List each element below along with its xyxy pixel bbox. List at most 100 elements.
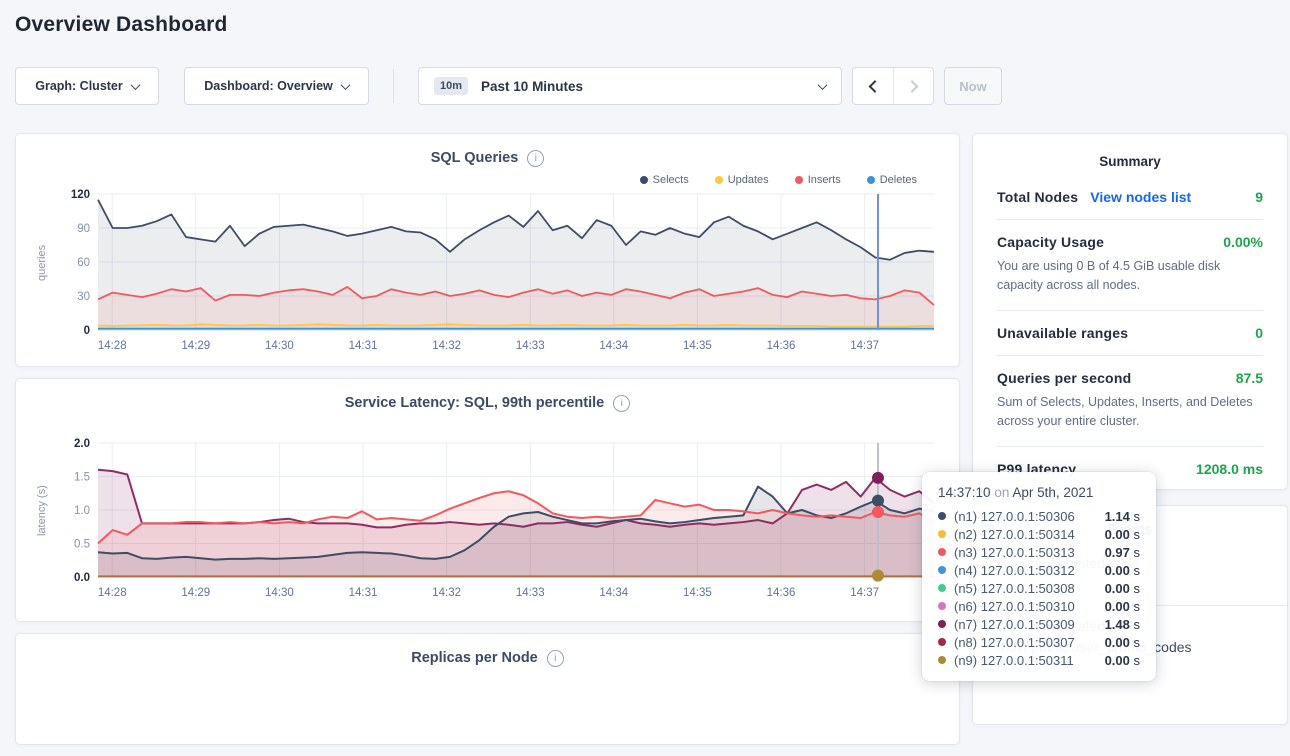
legend-item-deletes[interactable]: Deletes [866, 172, 917, 188]
series-dot-icon [938, 566, 946, 574]
tooltip-rows: (n1) 127.0.0.1:50306 1.14 s (n2) 127.0.0.1… [938, 507, 1140, 669]
tooltip-row: (n1) 127.0.0.1:50306 1.14 s [938, 507, 1140, 525]
chart-body: latency (s) 14:28 14:29 14:30 14:31 14:32 14:… [16, 437, 959, 610]
time-range-badge: 10m [434, 77, 469, 95]
chart-legend: Selects Updates Inserts Deletes [16, 168, 959, 188]
chevron-down-icon [130, 79, 141, 90]
summary-title: Summary [1099, 154, 1161, 169]
chart-header: SQL Queries i [16, 134, 959, 168]
svg-text:14:29: 14:29 [181, 587, 210, 599]
controls-bar: Graph: Cluster Dashboard: Overview 10m P… [15, 67, 1002, 105]
time-forward-button[interactable] [893, 68, 933, 104]
sql-queries-chart-card: SQL Queries i Selects Updates Inserts Delet… [15, 133, 960, 367]
tooltip-row: (n3) 127.0.0.1:50313 0.97 s [938, 543, 1140, 561]
series-dot-icon [938, 512, 946, 520]
legend-item-updates[interactable]: Updates [714, 172, 769, 188]
time-range-label: Past 10 Minutes [481, 78, 584, 94]
tooltip-node-value: 1.14 s [1104, 508, 1140, 524]
tooltip-node-value: 0.00 s [1104, 598, 1140, 614]
tooltip-node-value: 0.00 s [1104, 580, 1140, 596]
chart-title: Replicas per Node [411, 650, 538, 666]
series-dot-icon [639, 176, 648, 184]
series-dot-icon [794, 176, 803, 184]
svg-text:14:35: 14:35 [683, 340, 712, 352]
svg-text:60: 60 [77, 257, 90, 269]
svg-text:90: 90 [77, 223, 90, 235]
tooltip-node-value: 1.48 s [1104, 616, 1140, 632]
summary-value: 87.5 [1235, 369, 1263, 386]
summary-label: Queries per second [997, 369, 1132, 386]
series-dot-icon [866, 176, 875, 184]
time-back-button[interactable] [853, 68, 893, 104]
tooltip-row: (n5) 127.0.0.1:50308 0.00 s [938, 579, 1140, 597]
divider [997, 445, 1263, 447]
summary-value: 1208.0 ms [1196, 460, 1263, 477]
svg-text:0.5: 0.5 [74, 539, 90, 551]
chevron-right-icon [905, 79, 919, 93]
series-dot-icon [938, 656, 946, 664]
dashboard-selector-dropdown[interactable]: Dashboard: Overview [184, 67, 369, 105]
service-latency-chart[interactable]: 14:28 14:29 14:30 14:31 14:32 14:33 14:34 14:35… [52, 437, 944, 610]
tooltip-on: on [994, 485, 1010, 500]
view-nodes-list-link[interactable]: View nodes list [1090, 189, 1192, 205]
spacer [16, 413, 959, 437]
svg-text:14:31: 14:31 [349, 340, 378, 352]
series-dot-icon [938, 584, 946, 592]
tooltip-node-label: (n6) 127.0.0.1:50310 [954, 598, 1075, 614]
svg-text:1.5: 1.5 [74, 472, 90, 484]
chart-title: Service Latency: SQL, 99th percentile [344, 395, 605, 411]
tooltip-node-label: (n7) 127.0.0.1:50309 [954, 616, 1075, 632]
info-icon[interactable]: i [527, 149, 545, 167]
series-dot-icon [938, 620, 946, 628]
legend-item-selects[interactable]: Selects [639, 172, 689, 188]
divider [997, 219, 1263, 220]
svg-text:14:36: 14:36 [767, 340, 796, 352]
divider [393, 69, 394, 103]
tooltip-node-label: (n8) 127.0.0.1:50307 [954, 634, 1075, 650]
svg-text:14:30: 14:30 [265, 340, 294, 352]
svg-text:14:29: 14:29 [181, 340, 210, 352]
series-dot-icon [714, 176, 723, 184]
svg-text:30: 30 [77, 291, 90, 303]
svg-text:14:35: 14:35 [683, 587, 712, 599]
series-dot-icon [938, 548, 946, 556]
svg-text:2.0: 2.0 [74, 438, 90, 450]
tooltip-node-value: 0.97 s [1104, 544, 1140, 560]
chart-tooltip: 14:37:10 on Apr 5th, 2021 (n1) 127.0.0.1… [922, 472, 1156, 681]
chevron-left-icon [868, 79, 881, 93]
tooltip-time: 14:37:10 [938, 485, 991, 500]
tooltip-row: (n7) 127.0.0.1:50309 1.48 s [938, 615, 1140, 633]
info-icon[interactable]: i [613, 394, 631, 412]
now-button[interactable]: Now [944, 67, 1002, 105]
chart-header: Replicas per Node i [16, 634, 959, 668]
graph-selector-dropdown[interactable]: Graph: Cluster [15, 67, 159, 105]
svg-text:14:31: 14:31 [349, 587, 378, 599]
replicas-per-node-chart-card: Replicas per Node i [15, 633, 960, 745]
graph-selector-label: Graph: Cluster [35, 79, 123, 93]
svg-text:14:37: 14:37 [850, 587, 879, 599]
summary-row-qps: Queries per second 87.5 [997, 370, 1263, 386]
dashboard-selector-label: Dashboard: Overview [204, 79, 333, 93]
svg-text:14:33: 14:33 [516, 340, 545, 352]
series-dot-icon [938, 530, 946, 538]
tooltip-node-label: (n4) 127.0.0.1:50312 [954, 562, 1075, 578]
tooltip-row: (n4) 127.0.0.1:50312 0.00 s [938, 561, 1140, 579]
summary-label: Capacity Usage [997, 234, 1105, 250]
svg-text:14:28: 14:28 [98, 587, 127, 599]
series-dot-icon [938, 638, 946, 646]
summary-label: Total Nodes [997, 189, 1079, 205]
summary-value: 0 [1255, 324, 1263, 341]
tooltip-node-value: 0.00 s [1104, 562, 1140, 578]
info-icon[interactable]: i [546, 649, 564, 667]
time-range-selector[interactable]: 10m Past 10 Minutes [418, 67, 842, 105]
tooltip-node-label: (n5) 127.0.0.1:50308 [954, 580, 1075, 596]
tooltip-row: (n9) 127.0.0.1:50311 0.00 s [938, 651, 1140, 669]
series-dot-icon [938, 602, 946, 610]
svg-text:14:37: 14:37 [850, 340, 879, 352]
chevron-down-icon [340, 79, 351, 90]
sql-queries-chart[interactable]: 14:28 14:29 14:30 14:31 14:32 14:33 14:34 14:35… [52, 188, 944, 363]
tooltip-node-label: (n3) 127.0.0.1:50313 [954, 544, 1075, 560]
svg-text:14:32: 14:32 [432, 340, 461, 352]
svg-text:1.0: 1.0 [74, 505, 90, 517]
legend-item-inserts[interactable]: Inserts [794, 172, 841, 188]
